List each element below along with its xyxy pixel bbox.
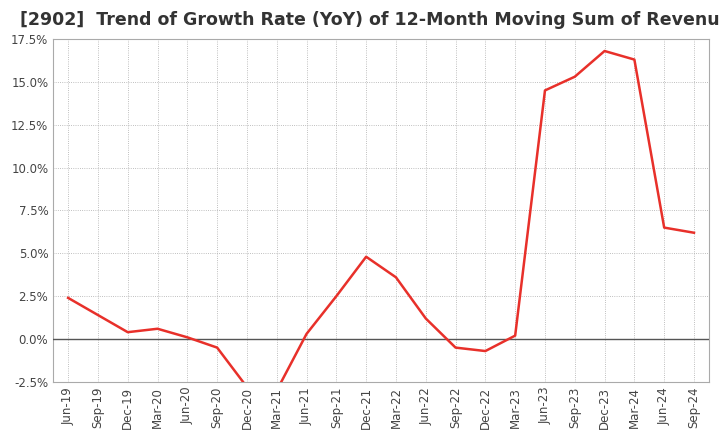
Title: [2902]  Trend of Growth Rate (YoY) of 12-Month Moving Sum of Revenues: [2902] Trend of Growth Rate (YoY) of 12-… (20, 11, 720, 29)
